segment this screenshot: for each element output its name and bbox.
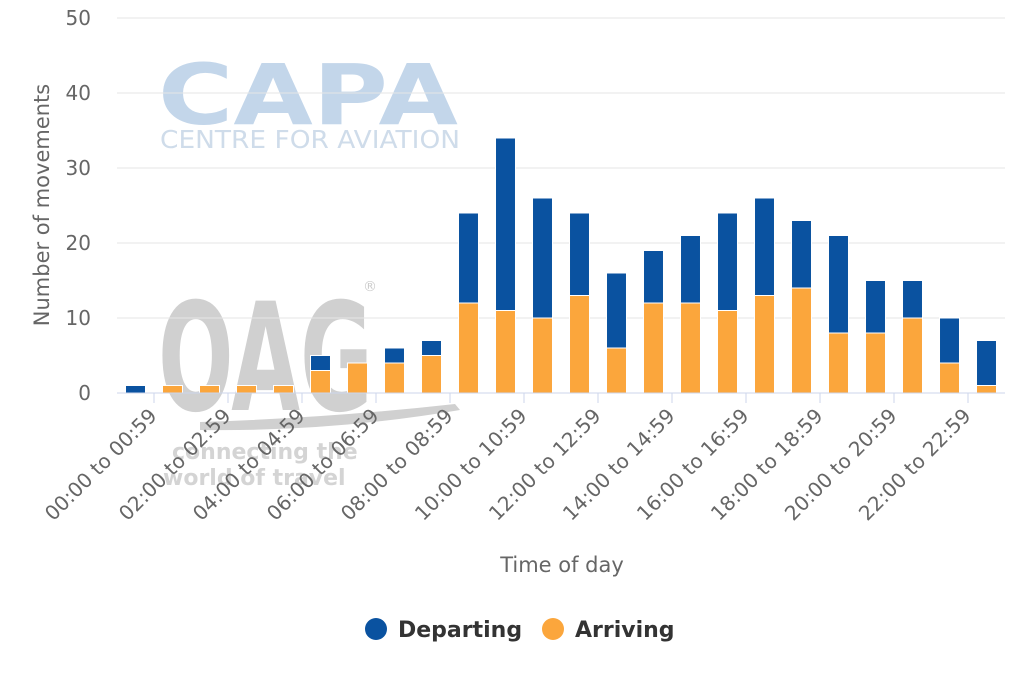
legend-item-departing[interactable]: Departing [365,618,522,643]
bar-arriving[interactable] [680,302,701,394]
capa-logo-text: CAPA [158,46,458,144]
bar-arriving[interactable] [976,385,997,394]
y-tick-label: 30 [66,156,91,180]
bar-departing[interactable] [606,272,627,349]
bar-departing[interactable] [310,355,331,371]
x-axis-title: Time of day [499,553,624,577]
legend-item-arriving[interactable]: Arriving [542,618,675,643]
bar-arriving[interactable] [384,362,405,394]
legend-label-departing: Departing [398,618,522,643]
bar-arriving[interactable] [791,287,812,394]
capa-tagline: CENTRE FOR AVIATION [160,125,460,154]
oag-tagline-line1: connecting the [172,440,358,465]
bar-departing[interactable] [421,340,442,356]
y-axis-title: Number of movements [30,84,54,326]
bar-arriving[interactable] [532,317,553,394]
y-tick-label: 10 [66,306,91,330]
y-tick-label: 40 [66,81,91,105]
bar-departing[interactable] [865,280,886,334]
bar-arriving[interactable] [754,295,775,394]
bar-departing[interactable] [125,385,146,394]
bar-arriving[interactable] [236,385,257,394]
oag-watermark: OAG ® connecting the world of travel [158,272,460,491]
bar-departing[interactable] [791,220,812,289]
bar-arriving[interactable] [569,295,590,394]
bar-arriving[interactable] [162,385,183,394]
bar-arriving[interactable] [199,385,220,394]
oag-tagline-line2: world of travel [163,466,346,491]
bar-arriving[interactable] [273,385,294,394]
bar-arriving[interactable] [606,347,627,394]
registered-mark-icon: ® [363,279,377,295]
bar-arriving[interactable] [310,370,331,394]
bar-arriving[interactable] [495,310,516,394]
bar-departing[interactable] [902,280,923,319]
bar-departing[interactable] [828,235,849,334]
bar-departing[interactable] [495,137,516,311]
bar-arriving[interactable] [902,317,923,394]
gridlines [117,17,1005,319]
bar-arriving[interactable] [828,332,849,394]
bars [125,137,997,394]
bar-departing[interactable] [532,197,553,319]
y-axis-ticks: 0 10 20 30 40 50 [66,6,91,405]
bar-departing[interactable] [384,347,405,364]
y-tick-label: 0 [78,381,91,405]
bar-arriving[interactable] [458,302,479,394]
bar-departing[interactable] [717,212,738,311]
y-tick-label: 20 [66,231,91,255]
bar-departing[interactable] [976,340,997,386]
bar-departing[interactable] [458,212,479,304]
legend-marker-arriving [542,618,564,640]
legend: Departing Arriving [365,618,675,643]
bar-departing[interactable] [643,250,664,304]
bar-arriving[interactable] [939,362,960,394]
plane-swoosh-icon [200,404,460,431]
y-tick-label: 50 [66,6,91,30]
bar-departing[interactable] [680,235,701,304]
bar-arriving[interactable] [347,362,368,394]
bar-arriving[interactable] [643,302,664,394]
bar-departing[interactable] [754,197,775,296]
bar-arriving[interactable] [421,355,442,394]
capa-watermark: CAPA CENTRE FOR AVIATION [158,46,460,154]
legend-marker-departing [365,618,387,640]
bar-arriving[interactable] [865,332,886,394]
legend-label-arriving: Arriving [575,618,675,643]
bar-departing[interactable] [939,317,960,364]
bar-arriving[interactable] [717,310,738,394]
bar-departing[interactable] [569,212,590,296]
